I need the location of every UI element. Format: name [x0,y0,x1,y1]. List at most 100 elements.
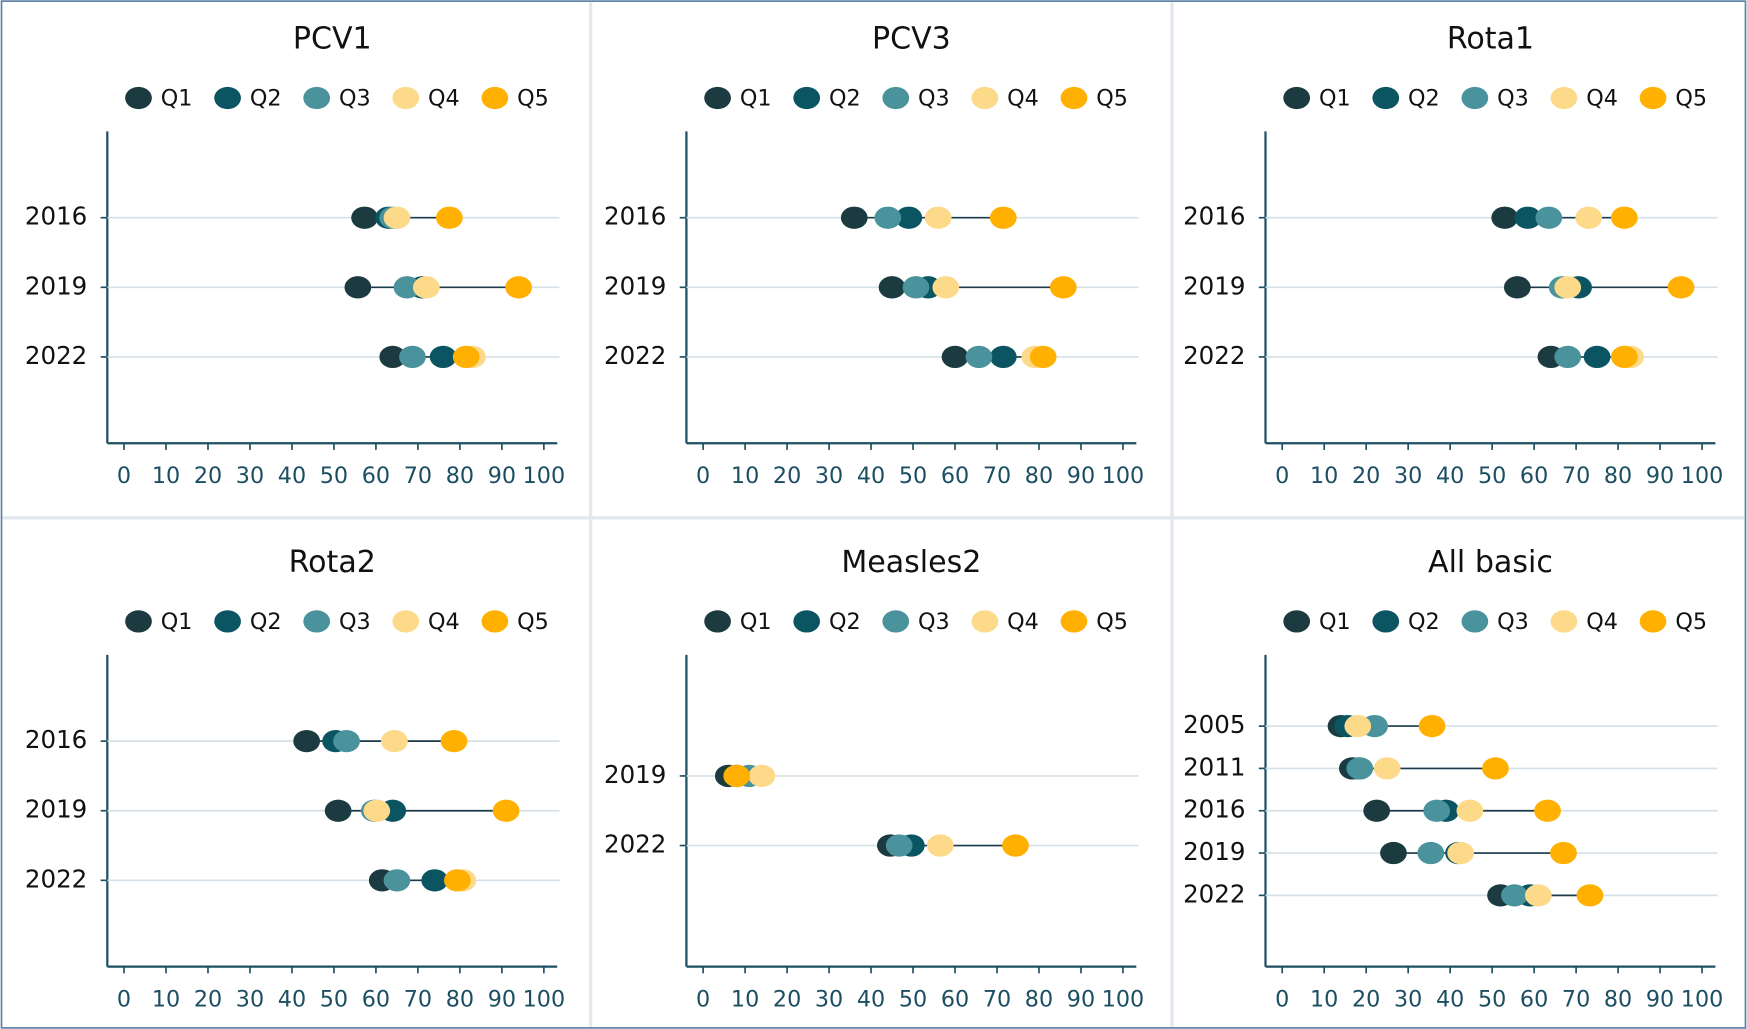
legend-marker [971,86,999,110]
x-tick-label: 0 [1275,463,1289,489]
y-tick-label: 2011 [1183,752,1245,781]
legend-label: Q3 [1497,609,1529,635]
x-tick-label: 70 [404,463,432,489]
x-tick-label: 80 [1604,987,1632,1013]
legend-label: Q4 [428,609,460,635]
x-tick-label: 100 [1102,987,1145,1013]
x-tick-label: 0 [696,463,710,489]
x-tick-label: 10 [731,987,759,1013]
panel-title: Rota1 [1447,22,1534,57]
dot [505,276,533,299]
dot [1534,799,1561,822]
x-tick-label: 50 [899,463,927,489]
legend-label: Q4 [1586,609,1618,635]
x-tick-label: 60 [1520,987,1548,1013]
legend-label: Q2 [829,609,861,635]
legend-marker [793,610,821,633]
x-tick-label: 70 [983,463,1011,489]
legend-marker [1461,610,1489,633]
y-tick-label: 2016 [25,725,87,754]
legend-marker [303,86,331,110]
legend-label: Q5 [1675,609,1707,635]
dot [440,729,468,753]
dot [379,345,407,369]
x-tick-label: 30 [236,987,264,1013]
x-tick-label: 100 [1681,463,1724,489]
dot [1456,799,1484,822]
legend-marker [392,610,420,633]
x-tick-label: 100 [1102,463,1145,489]
legend-label: Q4 [1007,86,1039,112]
legend-marker [1372,86,1400,110]
legend-label: Q1 [740,86,772,112]
legend-marker [1060,86,1088,110]
dot [1611,345,1638,369]
x-tick-label: 20 [1352,987,1380,1013]
legend-label: Q2 [1408,86,1440,112]
dot [902,276,930,299]
legend-label: Q1 [1319,86,1351,112]
dot [383,869,411,892]
legend-marker [1639,86,1667,110]
dot [1049,276,1077,299]
x-tick-label: 80 [1025,987,1053,1013]
x-tick-label: 50 [320,463,348,489]
y-tick-label: 2022 [604,341,666,370]
legend-marker [704,610,731,633]
legend-label: Q4 [428,86,460,112]
x-tick-label: 60 [941,463,969,489]
x-tick-label: 50 [320,987,348,1013]
dot [965,345,993,369]
x-tick-label: 20 [194,463,222,489]
x-tick-label: 30 [236,463,264,489]
x-tick-label: 30 [1394,463,1422,489]
dot [924,206,952,229]
dot [1583,345,1611,369]
x-tick-label: 50 [1478,987,1506,1013]
dot [1501,884,1528,907]
x-tick-label: 40 [857,463,885,489]
panel-title: All basic [1428,545,1553,580]
y-tick-label: 2016 [25,202,87,231]
dot [1667,276,1695,299]
x-tick-label: 50 [899,987,927,1013]
x-tick-label: 60 [362,463,390,489]
legend-marker [1372,610,1400,633]
x-tick-label: 80 [1604,463,1632,489]
x-tick-label: 20 [1352,463,1380,489]
legend-label: Q3 [339,86,371,112]
dot [1346,757,1374,780]
legend-marker [971,610,999,633]
dot [452,345,480,369]
legend-marker [793,86,821,110]
dot [381,729,408,753]
dot [1514,206,1542,229]
legend-marker [882,86,910,110]
panel-title: PCV3 [872,22,951,57]
x-tick-label: 90 [1067,987,1095,1013]
dot [1535,206,1563,229]
dot [926,834,954,857]
x-tick-label: 60 [1520,463,1548,489]
legend-marker [481,610,509,633]
dot [874,206,902,229]
dot [1447,841,1475,865]
legend-marker [125,86,152,110]
dot [1417,841,1445,865]
legend-marker [1639,610,1667,633]
x-tick-label: 10 [152,987,180,1013]
x-tick-label: 10 [1310,987,1338,1013]
dot [383,206,411,229]
legend-label: Q5 [517,86,549,112]
dot [399,345,426,369]
panel-title: PCV1 [293,22,372,57]
dot [1554,276,1582,299]
legend-label: Q4 [1586,86,1618,112]
dot [1575,206,1603,229]
y-tick-label: 2022 [25,341,87,370]
dot [1380,841,1407,865]
legend-label: Q3 [339,609,371,635]
dot [324,799,352,822]
panel-title: Rota2 [289,545,376,580]
x-tick-label: 0 [1275,987,1289,1013]
